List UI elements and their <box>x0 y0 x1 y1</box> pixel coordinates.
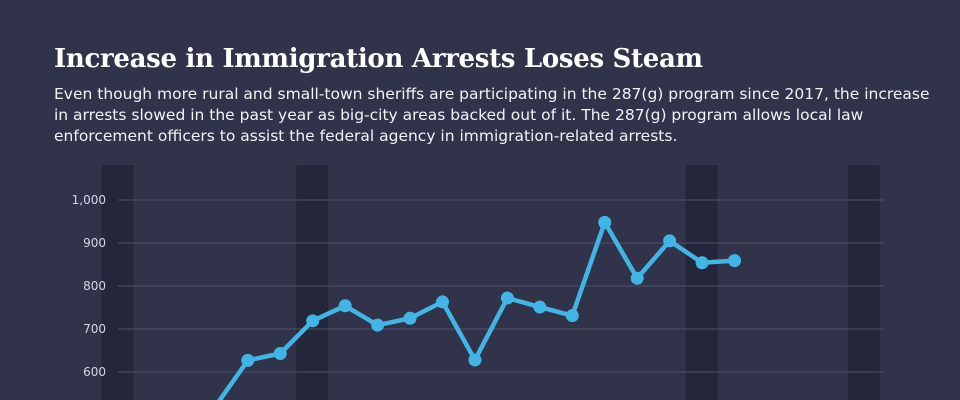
data-point <box>533 300 547 314</box>
data-point <box>565 309 579 323</box>
series-line <box>217 220 737 400</box>
y-tick-label: 1,000 <box>72 193 106 207</box>
data-point <box>241 353 255 367</box>
grid-lines <box>118 199 884 373</box>
y-tick-label: 600 <box>83 365 106 379</box>
y-tick-label: 700 <box>83 322 106 336</box>
shaded-band <box>685 165 718 400</box>
chart-title: Increase in Immigration Arrests Loses St… <box>54 44 703 74</box>
shaded-band <box>847 165 880 400</box>
data-point <box>273 347 287 361</box>
data-point <box>306 314 320 328</box>
y-tick-label: 900 <box>83 236 106 250</box>
y-axis: 600 700 800 900 1,000 <box>72 193 106 379</box>
data-point <box>468 353 482 367</box>
data-point <box>338 299 352 313</box>
shaded-band <box>296 165 329 400</box>
data-point <box>371 318 385 332</box>
data-series <box>217 215 742 400</box>
shaded-band <box>101 165 134 400</box>
data-point <box>598 215 612 229</box>
y-tick-label: 800 <box>83 279 106 293</box>
shaded-bands <box>101 165 880 400</box>
data-point <box>663 234 677 248</box>
data-point <box>630 271 644 285</box>
data-point <box>728 254 742 268</box>
chart-subtitle: Even though more rural and small-town sh… <box>54 85 930 145</box>
data-point <box>695 256 709 270</box>
data-point <box>403 311 417 325</box>
data-point <box>500 291 514 305</box>
data-point <box>436 295 449 309</box>
